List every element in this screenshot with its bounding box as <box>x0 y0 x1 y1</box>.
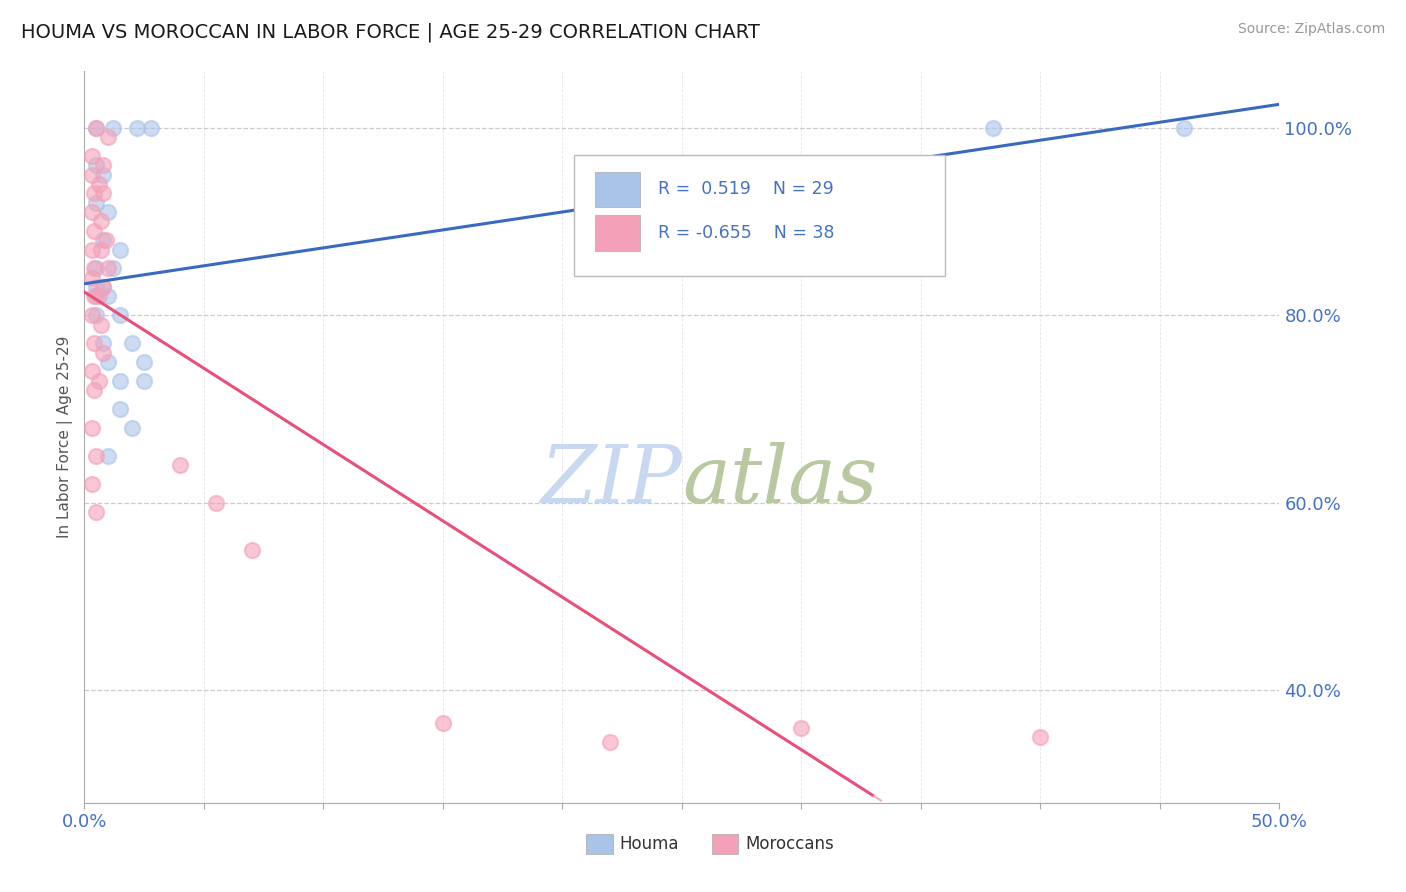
Text: Houma: Houma <box>620 835 679 853</box>
Point <box>86 158 108 172</box>
Point <box>1029 730 1052 744</box>
Point <box>87 374 110 388</box>
Text: atlas: atlas <box>682 442 877 520</box>
Point <box>80 149 103 163</box>
Point <box>110 374 132 388</box>
Text: Moroccans: Moroccans <box>745 835 834 853</box>
FancyBboxPatch shape <box>595 171 640 207</box>
Point <box>132 355 156 369</box>
Point <box>90 318 112 332</box>
Point <box>97 355 120 369</box>
Text: ZIP: ZIP <box>540 442 682 520</box>
Point <box>80 364 103 378</box>
Point <box>86 120 108 135</box>
Point <box>83 224 105 238</box>
Point <box>110 243 132 257</box>
Point <box>86 195 108 210</box>
Point <box>93 186 115 201</box>
Point <box>86 505 108 519</box>
Point <box>86 308 108 322</box>
Point <box>80 477 103 491</box>
Point <box>86 261 108 276</box>
Point <box>121 420 143 434</box>
Point <box>97 449 120 463</box>
Point <box>80 168 103 182</box>
Point <box>97 130 120 145</box>
Point <box>169 458 191 473</box>
Point <box>132 374 156 388</box>
Point <box>83 289 105 303</box>
Point <box>121 336 143 351</box>
Point <box>432 716 454 731</box>
Point <box>87 177 110 191</box>
Point <box>93 158 115 172</box>
Point <box>86 280 108 294</box>
Point <box>599 735 621 749</box>
Point <box>83 383 105 397</box>
Point <box>101 261 124 276</box>
Text: R = -0.655    N = 38: R = -0.655 N = 38 <box>658 224 835 242</box>
Point <box>97 205 120 219</box>
Point <box>80 420 103 434</box>
Point <box>93 168 115 182</box>
Point <box>97 289 120 303</box>
Point <box>87 289 110 303</box>
Point <box>110 401 132 416</box>
Text: HOUMA VS MOROCCAN IN LABOR FORCE | AGE 25-29 CORRELATION CHART: HOUMA VS MOROCCAN IN LABOR FORCE | AGE 2… <box>21 22 761 42</box>
Point <box>80 308 103 322</box>
FancyBboxPatch shape <box>711 833 738 854</box>
Point <box>83 186 105 201</box>
Point <box>141 120 163 135</box>
Point <box>94 233 117 247</box>
Point <box>90 214 112 228</box>
Point <box>110 308 132 322</box>
Point <box>790 721 813 735</box>
Text: R =  0.519    N = 29: R = 0.519 N = 29 <box>658 180 834 198</box>
FancyBboxPatch shape <box>575 155 945 277</box>
Point <box>981 120 1004 135</box>
Point <box>93 336 115 351</box>
Point <box>93 280 115 294</box>
Point <box>86 449 108 463</box>
Point <box>90 243 112 257</box>
Point <box>86 289 108 303</box>
Point <box>80 243 103 257</box>
Point <box>1173 120 1195 135</box>
Point <box>86 120 108 135</box>
Point <box>240 542 263 557</box>
Text: Source: ZipAtlas.com: Source: ZipAtlas.com <box>1237 22 1385 37</box>
Point <box>80 205 103 219</box>
Point <box>101 120 124 135</box>
Point <box>125 120 148 135</box>
Point <box>83 336 105 351</box>
FancyBboxPatch shape <box>586 833 613 854</box>
Point <box>83 261 105 276</box>
Point <box>97 261 120 276</box>
Point <box>205 496 228 510</box>
Point <box>93 280 115 294</box>
Y-axis label: In Labor Force | Age 25-29: In Labor Force | Age 25-29 <box>58 336 73 538</box>
Point <box>80 270 103 285</box>
FancyBboxPatch shape <box>595 216 640 251</box>
Point <box>93 233 115 247</box>
Point <box>93 345 115 359</box>
